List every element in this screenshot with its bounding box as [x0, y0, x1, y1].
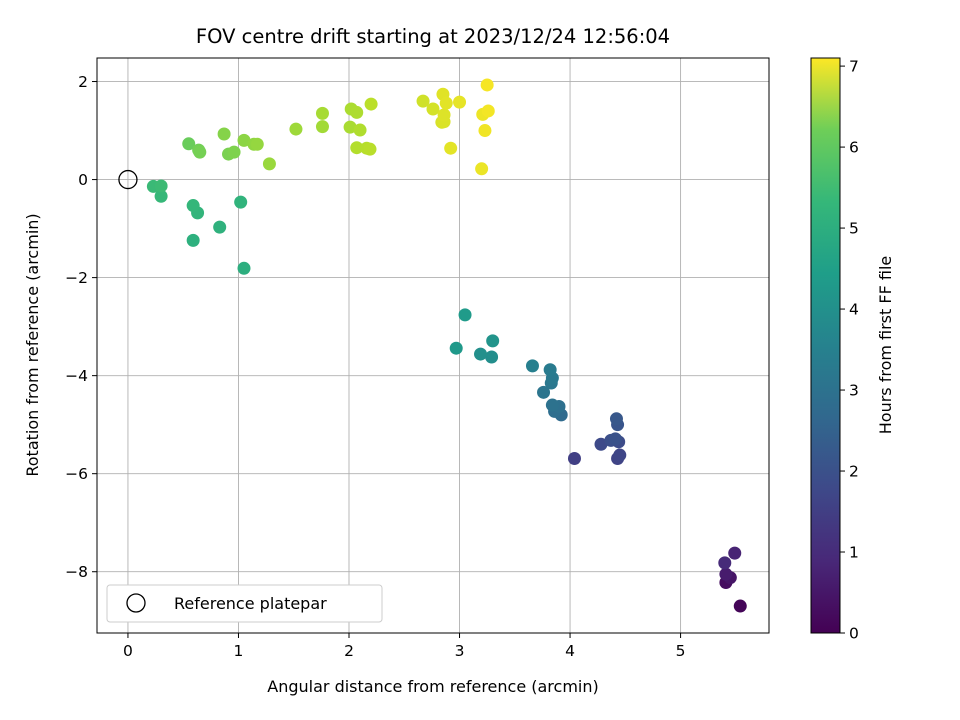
colorbar-tick-label: 5 [849, 220, 859, 238]
scatter-point [474, 347, 488, 361]
scatter-point [439, 96, 453, 110]
y-axis-label: Rotation from reference (arcmin) [23, 213, 42, 476]
scatter-point [154, 189, 168, 203]
reference-platepar-marker [118, 169, 138, 190]
legend-marker-reference [126, 593, 146, 613]
plot-frame [96, 57, 770, 634]
scatter-point [416, 94, 430, 108]
scatter-point [444, 141, 458, 155]
scatter-point [437, 108, 451, 122]
scatter-point [227, 145, 241, 159]
scatter-point [182, 137, 196, 151]
scatter-point [594, 437, 608, 451]
scatter-point [609, 412, 623, 426]
scatter-point [363, 142, 377, 156]
colorbar-ticks: 0 1 2 3 4 5 6 7 [840, 58, 859, 643]
scatter-point [237, 261, 251, 275]
plot-area: 0 1 2 3 4 5 2 0 −2 −4 −6 −8 [65, 57, 770, 660]
scatter-point [543, 363, 557, 377]
x-tick-label: 4 [565, 642, 575, 660]
x-tick-label: 5 [676, 642, 686, 660]
colorbar-tick-label: 7 [849, 58, 859, 76]
scatter-point [613, 448, 627, 462]
colorbar-label: Hours from first FF file [876, 256, 895, 435]
colorbar: 0 1 2 3 4 5 6 7 Hours from first FF file [810, 57, 895, 643]
x-axis-label: Angular distance from reference (arcmin) [267, 677, 598, 696]
scatter-point [193, 145, 207, 159]
y-tick-label: −6 [65, 465, 88, 483]
x-tick-label: 2 [344, 642, 354, 660]
colorbar-tick-label: 2 [849, 463, 859, 481]
colorbar-tick-label: 0 [849, 625, 859, 643]
legend: Reference platepar [106, 584, 383, 623]
scatter-point [481, 104, 495, 118]
plot-background [97, 58, 769, 633]
y-tick-label: −8 [65, 563, 88, 581]
scatter-point [453, 95, 467, 109]
scatter-point [154, 179, 168, 193]
scatter-point [480, 78, 494, 92]
scatter-point [486, 334, 500, 348]
scatter-point [315, 120, 329, 134]
scatter-point [353, 123, 367, 137]
scatter-point [718, 556, 732, 570]
scatter-point [485, 350, 499, 364]
x-tick-label: 3 [455, 642, 465, 660]
scatter-point [343, 120, 357, 134]
scatter-point [608, 432, 622, 446]
scatter-point [350, 105, 364, 119]
scatter-point [364, 97, 378, 111]
y-axis-ticks: 2 0 −2 −4 −6 −8 [65, 73, 97, 581]
y-tick-label: 0 [78, 171, 88, 189]
y-tick-label: 2 [78, 73, 88, 91]
scatter-point [449, 341, 463, 355]
scatter-point [213, 220, 227, 234]
scatter-point [537, 385, 551, 399]
y-tick-label: −4 [65, 367, 88, 385]
scatter-point [475, 162, 489, 176]
scatter-point [237, 133, 251, 147]
scatter-point [234, 195, 248, 209]
colorbar-tick-label: 6 [849, 139, 859, 157]
x-axis-ticks: 0 1 2 3 4 5 [123, 633, 686, 660]
x-tick-label: 0 [123, 642, 133, 660]
scatter-point [478, 124, 492, 138]
legend-label-reference: Reference platepar [174, 594, 327, 613]
scatter-point [186, 233, 200, 247]
colorbar-tick-label: 4 [849, 301, 859, 319]
grid [97, 58, 769, 633]
scatter-point [426, 102, 440, 116]
scatter-point [350, 141, 364, 155]
scatter-point [458, 308, 472, 322]
colorbar-gradient [810, 57, 841, 634]
scatter-point [186, 199, 200, 213]
x-tick-label: 1 [234, 642, 244, 660]
scatter-points [146, 78, 747, 613]
scatter-point [250, 137, 264, 151]
scatter-point [525, 359, 539, 373]
scatter-point [315, 106, 329, 120]
colorbar-tick-label: 3 [849, 382, 859, 400]
y-tick-label: −2 [65, 269, 88, 287]
legend-box [106, 584, 383, 623]
scatter-point [289, 122, 303, 136]
scatter-point [733, 599, 747, 613]
scatter-point [719, 567, 733, 581]
scatter-point [567, 451, 581, 465]
scatter-point [728, 546, 742, 560]
scatter-point [545, 398, 559, 412]
scatter-point [217, 127, 231, 141]
colorbar-tick-label: 1 [849, 544, 859, 562]
chart-title: FOV centre drift starting at 2023/12/24 … [196, 25, 670, 48]
scatter-point [262, 157, 276, 171]
